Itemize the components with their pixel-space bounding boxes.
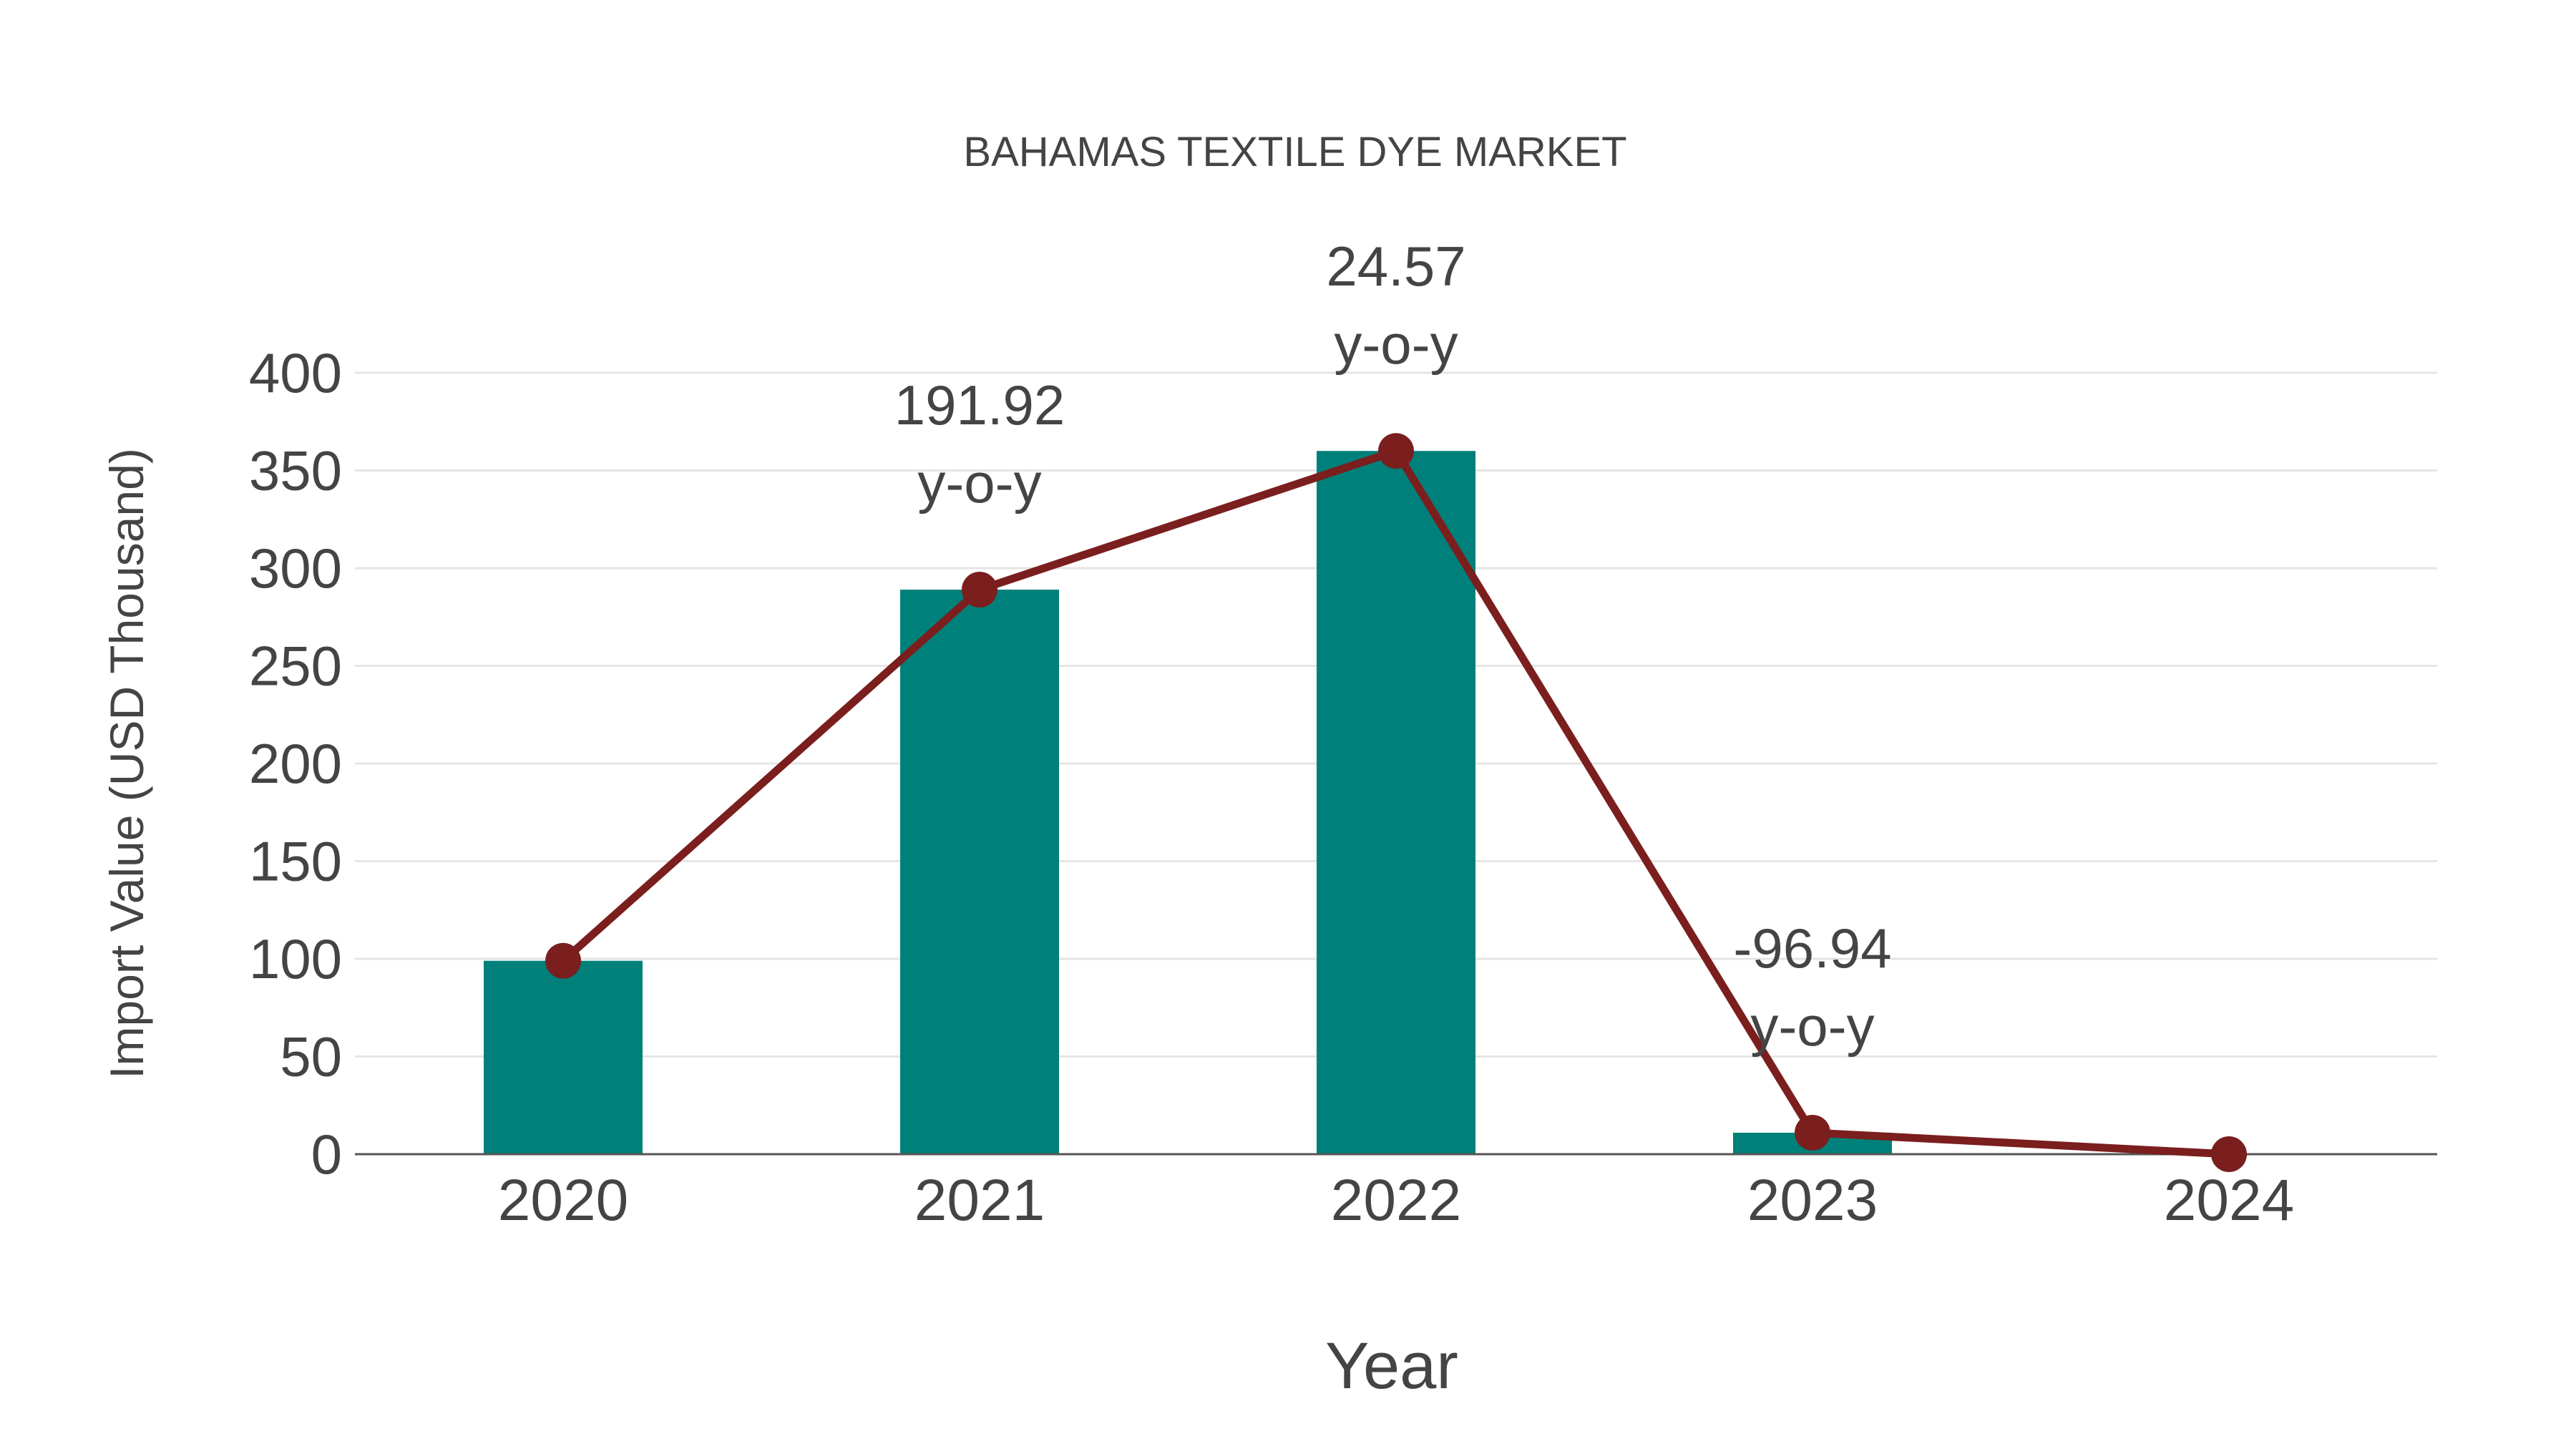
y-tick-label: 0 — [311, 1123, 342, 1186]
x-tick-labels: 2020 2021 2022 2023 2024 — [498, 1168, 2294, 1233]
trend-point-2020 — [545, 942, 581, 979]
y-tick-label: 200 — [249, 732, 342, 795]
y-tick-label: 300 — [249, 537, 342, 600]
bar-2020 — [484, 960, 643, 1154]
yoy-value-label: 191.92 — [894, 374, 1065, 436]
y-tick-labels: 0 50 100 150 200 250 300 350 400 — [249, 341, 342, 1186]
bar-2021 — [900, 590, 1059, 1154]
y-tick-label: 400 — [249, 341, 342, 404]
chart-title: BAHAMAS TEXTILE DYE MARKET — [963, 129, 1626, 175]
y-tick-label: 150 — [249, 830, 342, 893]
y-tick-label: 100 — [249, 927, 342, 990]
yoy-value-label: -96.94 — [1733, 917, 1891, 980]
x-tick-label: 2024 — [2164, 1168, 2294, 1233]
trend-line — [545, 433, 2247, 1172]
x-tick-label: 2022 — [1331, 1168, 1461, 1233]
yoy-suffix-label: y-o-y — [1334, 313, 1458, 376]
bar-2022 — [1317, 451, 1475, 1154]
x-tick-label: 2020 — [498, 1168, 628, 1233]
x-axis-title: Year — [1325, 1330, 1458, 1402]
x-tick-label: 2023 — [1747, 1168, 1878, 1233]
x-tick-label: 2021 — [914, 1168, 1045, 1233]
y-tick-label: 350 — [249, 439, 342, 502]
trend-point-2024 — [2211, 1136, 2247, 1172]
annotations: 191.92 y-o-y 24.57 y-o-y -96.94 y-o-y — [894, 235, 1892, 1058]
trend-point-2022 — [1378, 433, 1414, 469]
y-axis-title: Import Value (USD Thousand) — [100, 448, 153, 1079]
y-tick-label: 250 — [249, 635, 342, 698]
yoy-suffix-label: y-o-y — [1750, 995, 1874, 1058]
trend-point-2021 — [962, 572, 997, 608]
yoy-suffix-label: y-o-y — [917, 452, 1041, 514]
yoy-value-label: 24.57 — [1326, 235, 1465, 298]
trend-point-2023 — [1795, 1114, 1830, 1151]
y-tick-label: 50 — [280, 1025, 342, 1088]
bars — [484, 451, 1892, 1154]
